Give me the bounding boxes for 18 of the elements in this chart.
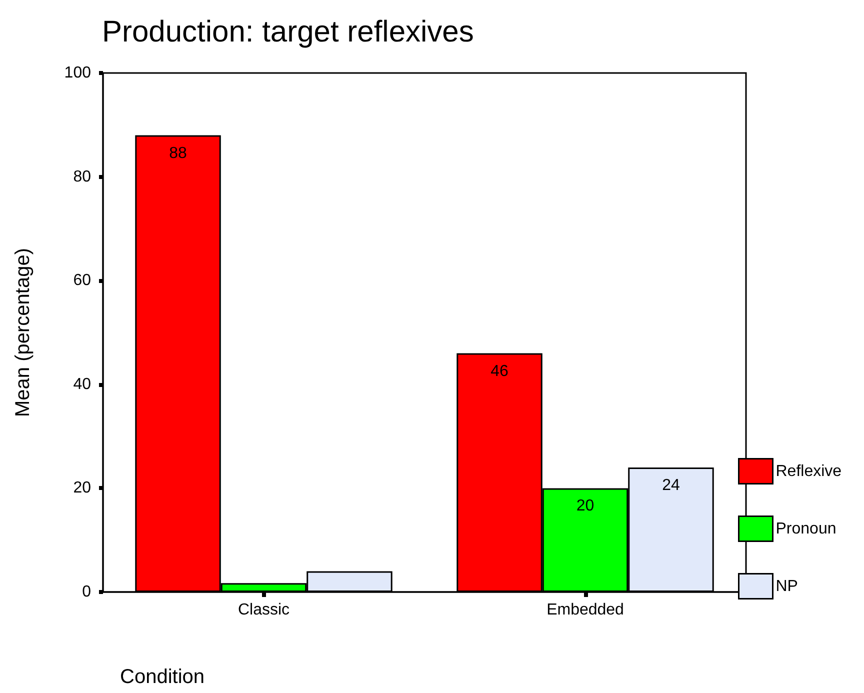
data-label: 46: [490, 362, 509, 380]
x-axis-title: Condition: [120, 666, 205, 688]
x-tick-label: Classic: [238, 602, 290, 618]
x-tick-label: Embedded: [546, 602, 624, 618]
y-tick-label: 80: [73, 168, 92, 186]
data-label: 24: [662, 476, 680, 494]
y-tick-label: 0: [82, 584, 92, 600]
y-tick-label: 100: [64, 64, 92, 82]
chart-title: Production: target reflexives: [102, 16, 474, 48]
y-axis-title: Mean (percentage): [12, 248, 34, 417]
data-label: 88: [169, 144, 188, 162]
legend-label: Reflexive: [776, 462, 842, 480]
data-label: 20: [576, 498, 594, 515]
y-tick-label: 60: [73, 272, 92, 290]
legend-label: Pronoun: [776, 520, 836, 538]
y-tick-label: 20: [73, 480, 92, 497]
y-tick-label: 40: [73, 376, 92, 393]
legend-label: NP: [776, 578, 798, 595]
